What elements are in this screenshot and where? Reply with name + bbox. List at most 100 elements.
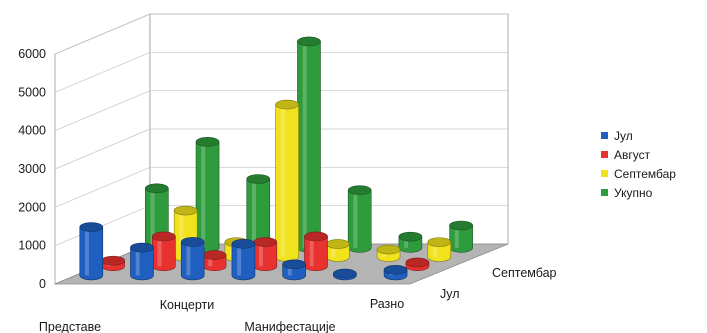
bar-highlight [179, 210, 184, 257]
bar [275, 99, 299, 262]
bar [383, 265, 408, 281]
legend-swatch [601, 189, 608, 196]
bar-top [297, 36, 321, 47]
bar-highlight [353, 190, 358, 248]
bar-top [376, 244, 401, 255]
bar-highlight [280, 104, 285, 257]
legend-item: Јул [601, 126, 676, 145]
bar [253, 237, 278, 271]
bar-top [173, 205, 198, 216]
bar-top [195, 137, 220, 147]
bar-body [275, 104, 299, 262]
y-tick-label: 0 [39, 277, 46, 291]
legend-label: Септембар [614, 166, 676, 181]
legend-item: Укупно [601, 183, 676, 202]
bars [79, 36, 473, 281]
bar [152, 231, 176, 271]
bar [195, 137, 220, 253]
bar-highlight [208, 255, 213, 267]
bar-highlight [157, 236, 162, 267]
bar-top [449, 220, 473, 231]
y-tick-label: 6000 [18, 47, 46, 61]
bar-highlight [287, 264, 292, 276]
bar-top [145, 183, 169, 194]
bar-highlight [186, 241, 191, 276]
legend-label: Укупно [614, 185, 653, 200]
y-tick-label: 2000 [18, 200, 46, 214]
bar-highlight [251, 179, 256, 248]
y-tick-label: 3000 [18, 162, 46, 176]
gridline [54, 167, 151, 208]
bar-top [405, 257, 430, 268]
bar-body [152, 236, 176, 271]
bar-top [398, 231, 423, 242]
bar [427, 237, 452, 262]
bar-highlight [302, 41, 307, 248]
legend-swatch [601, 170, 608, 177]
bar-highlight [404, 236, 409, 248]
legend-label: Јул [614, 128, 633, 143]
gridline [54, 52, 151, 93]
bar [347, 185, 372, 253]
bar-highlight [432, 242, 437, 257]
bar-highlight [237, 243, 242, 276]
bar-body [180, 241, 205, 281]
legend-item: Август [601, 145, 676, 164]
bar-top [282, 259, 306, 270]
bar-body [79, 226, 104, 281]
bar-body [427, 241, 452, 262]
bar-top [333, 268, 357, 279]
y-axis: 0 1000 2000 3000 4000 5000 6000 [18, 47, 46, 291]
bar-top [130, 242, 154, 253]
y-tick-label: 1000 [18, 239, 46, 253]
bar [101, 255, 125, 271]
bar-body [130, 247, 154, 281]
bar-highlight [309, 236, 314, 267]
depth-axis-labels: Јул Септембар [440, 266, 557, 301]
bar-top [79, 222, 104, 232]
bar-top [246, 174, 271, 184]
bar [282, 259, 306, 281]
gridline [54, 90, 151, 131]
bar-top [347, 185, 372, 195]
bar-highlight [135, 247, 140, 276]
bar [405, 257, 430, 271]
gridline [54, 128, 151, 170]
bar [326, 239, 350, 262]
bar-highlight [454, 225, 459, 248]
bar-highlight [201, 141, 206, 248]
x-tick-label: Представе [39, 320, 101, 333]
bar-top [304, 231, 328, 242]
bar-top [231, 238, 256, 249]
bar [130, 242, 154, 281]
bar-highlight [258, 242, 263, 267]
bar-top [253, 237, 278, 247]
bar [79, 222, 104, 281]
bar-top [275, 99, 299, 110]
bar-highlight [84, 227, 89, 276]
bar-top [383, 265, 408, 275]
bar-body [347, 189, 372, 253]
y-tick-label: 4000 [18, 124, 46, 138]
bar [304, 231, 328, 271]
bar-top [101, 255, 125, 266]
depth-tick-label: Септембар [492, 266, 557, 280]
bar-body [304, 236, 328, 271]
bar-body [231, 243, 256, 281]
bar-highlight [331, 243, 336, 257]
legend-swatch [601, 132, 608, 139]
bar-body [297, 41, 321, 253]
bar-body [195, 141, 220, 253]
bar-top [180, 237, 205, 247]
bar [449, 220, 473, 253]
legend-item: Септембар [601, 164, 676, 183]
bar [398, 231, 423, 253]
x-tick-label: Разно [370, 297, 404, 311]
legend-swatch [601, 151, 608, 158]
bar-top [326, 239, 350, 249]
bar [297, 36, 321, 253]
gridline [54, 13, 151, 55]
bar-top [152, 231, 176, 242]
bar [231, 238, 256, 281]
